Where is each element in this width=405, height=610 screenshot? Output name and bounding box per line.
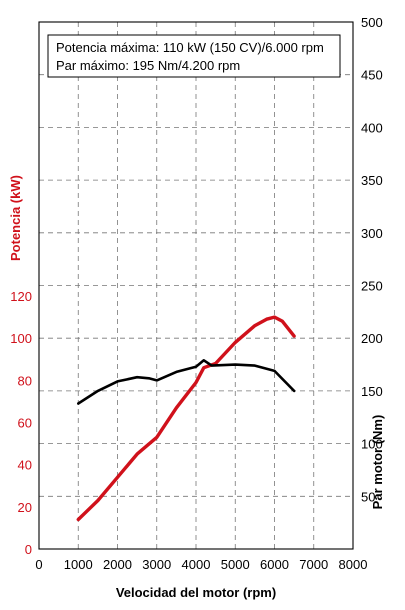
x-tick-label: 2000 (103, 557, 132, 572)
left-tick-label: 40 (18, 458, 32, 473)
info-box: Potencia máxima: 110 kW (150 CV)/6.000 r… (47, 34, 341, 78)
x-tick-label: 0 (35, 557, 42, 572)
x-tick-label: 5000 (221, 557, 250, 572)
right-tick-label: 450 (361, 68, 383, 83)
right-tick-label: 50 (361, 489, 375, 504)
right-tick-label: 250 (361, 279, 383, 294)
plot-frame (38, 21, 354, 550)
left-axis-title: Potencia (kW) (8, 175, 23, 261)
x-tick-label: 3000 (142, 557, 171, 572)
left-axis-ticks: 0 20 40 60 80 100 120 (10, 289, 32, 557)
right-tick-label: 350 (361, 173, 383, 188)
left-tick-label: 80 (18, 373, 32, 388)
x-axis-title: Velocidad del motor (rpm) (116, 585, 276, 600)
max-power-note: Potencia máxima: 110 kW (150 CV)/6.000 r… (56, 40, 324, 55)
x-tick-label: 4000 (182, 557, 211, 572)
right-tick-label: 100 (361, 437, 383, 452)
series-lines (76, 315, 296, 522)
power-curve (76, 315, 296, 522)
left-tick-label: 60 (18, 416, 32, 431)
left-tick-label: 100 (10, 331, 32, 346)
info-box-frame (47, 34, 341, 78)
left-tick-label: 20 (18, 500, 32, 515)
right-tick-label: 400 (361, 120, 383, 135)
right-tick-label: 500 (361, 15, 383, 30)
x-tick-label: 8000 (339, 557, 368, 572)
left-tick-label: 0 (25, 542, 32, 557)
x-tick-label: 6000 (260, 557, 289, 572)
grid-lines (39, 22, 353, 549)
left-tick-label: 120 (10, 289, 32, 304)
max-torque-note: Par máximo: 195 Nm/4.200 rpm (56, 58, 240, 73)
right-tick-label: 200 (361, 331, 383, 346)
x-axis-ticks: 0 1000 2000 3000 4000 5000 6000 7000 8000 (35, 557, 367, 572)
x-tick-label: 7000 (299, 557, 328, 572)
right-axis-ticks: 50 100 150 200 250 300 350 400 450 500 (361, 15, 383, 504)
right-axis-title: Par motor (Nm) (370, 415, 385, 510)
torque-curve (77, 358, 296, 405)
right-tick-label: 150 (361, 384, 383, 399)
x-tick-label: 1000 (64, 557, 93, 572)
right-tick-label: 300 (361, 226, 383, 241)
